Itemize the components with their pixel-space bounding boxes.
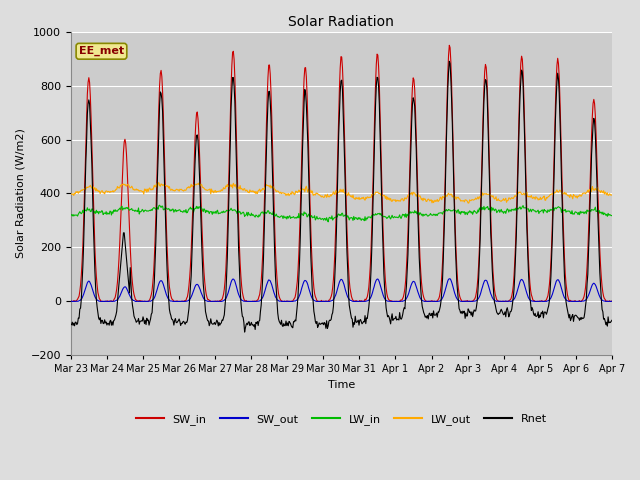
- Text: EE_met: EE_met: [79, 46, 124, 56]
- Line: SW_out: SW_out: [71, 279, 612, 301]
- SW_out: [67, 299, 75, 304]
- LW_in: [77, 210, 84, 216]
- SW_in: [188, 248, 195, 253]
- X-axis label: Time: Time: [328, 380, 355, 390]
- Line: LW_in: LW_in: [71, 205, 612, 222]
- LW_in: [424, 213, 432, 219]
- LW_in: [67, 212, 75, 218]
- Y-axis label: Solar Radiation (W/m2): Solar Radiation (W/m2): [15, 129, 25, 258]
- LW_in: [408, 209, 416, 215]
- SW_out: [407, 283, 415, 288]
- LW_out: [67, 192, 75, 197]
- Line: Rnet: Rnet: [71, 61, 612, 332]
- Rnet: [132, 319, 140, 325]
- SW_out: [77, 297, 84, 303]
- SW_in: [407, 123, 415, 129]
- Rnet: [608, 317, 616, 323]
- LW_in: [156, 203, 163, 208]
- SW_in: [608, 298, 616, 304]
- Rnet: [445, 59, 453, 64]
- Rnet: [77, 305, 84, 311]
- LW_out: [77, 188, 84, 194]
- LW_out: [132, 186, 140, 192]
- Rnet: [67, 322, 75, 327]
- Legend: SW_in, SW_out, LW_in, LW_out, Rnet: SW_in, SW_out, LW_in, LW_out, Rnet: [131, 409, 551, 429]
- SW_out: [423, 299, 431, 304]
- LW_out: [217, 189, 225, 194]
- Line: LW_out: LW_out: [71, 182, 612, 203]
- Rnet: [241, 329, 248, 335]
- SW_out: [446, 276, 454, 282]
- SW_in: [445, 42, 453, 48]
- SW_out: [608, 299, 616, 304]
- LW_out: [408, 190, 415, 195]
- SW_in: [216, 298, 223, 303]
- Title: Solar Radiation: Solar Radiation: [289, 15, 394, 29]
- Rnet: [408, 119, 415, 124]
- SW_in: [77, 282, 84, 288]
- LW_out: [424, 197, 431, 203]
- LW_in: [608, 213, 616, 218]
- LW_in: [188, 205, 196, 211]
- LW_out: [464, 200, 472, 206]
- SW_in: [67, 299, 75, 304]
- LW_out: [188, 181, 195, 187]
- LW_in: [132, 208, 140, 214]
- Rnet: [188, 273, 195, 279]
- SW_in: [423, 299, 431, 304]
- Rnet: [216, 323, 223, 328]
- Rnet: [424, 312, 431, 318]
- LW_out: [196, 180, 204, 185]
- SW_out: [216, 299, 223, 304]
- LW_out: [608, 192, 616, 198]
- SW_out: [188, 294, 195, 300]
- Line: SW_in: SW_in: [71, 45, 612, 301]
- SW_in: [132, 297, 140, 303]
- SW_out: [132, 299, 140, 304]
- LW_in: [217, 210, 225, 216]
- LW_in: [324, 219, 332, 225]
